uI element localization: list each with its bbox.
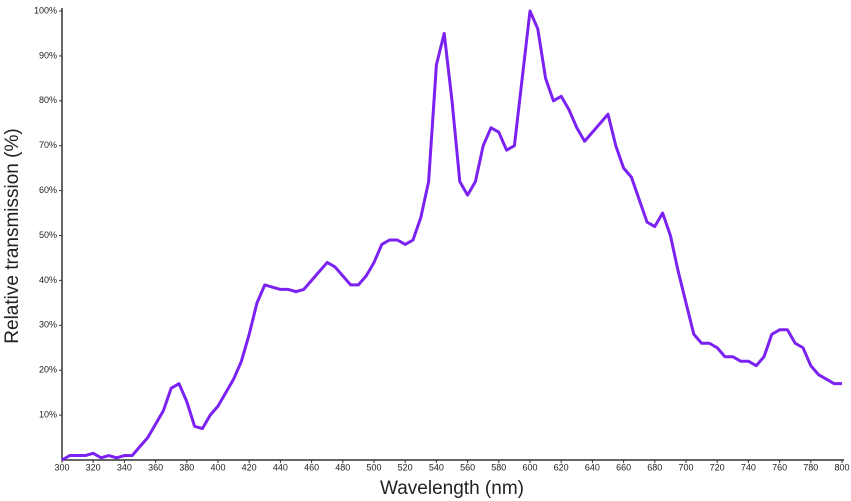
x-tick-label: 300 (54, 462, 69, 472)
x-tick-label: 660 (616, 462, 631, 472)
x-tick-label: 720 (710, 462, 725, 472)
x-tick-label: 460 (304, 462, 319, 472)
x-tick-label: 600 (522, 462, 537, 472)
x-tick-label: 680 (647, 462, 662, 472)
x-tick-label: 480 (335, 462, 350, 472)
y-tick-label: 70% (39, 140, 57, 150)
x-tick-label: 440 (273, 462, 288, 472)
x-axis-title: Wavelength (nm) (380, 478, 524, 499)
x-tick-label: 320 (86, 462, 101, 472)
x-tick-label: 520 (398, 462, 413, 472)
x-tick-label: 400 (210, 462, 225, 472)
x-tick-label: 780 (803, 462, 818, 472)
y-tick-label: 20% (39, 365, 57, 375)
x-tick-label: 580 (491, 462, 506, 472)
y-tick-label: 100% (34, 5, 57, 15)
y-axis-title: Relative transmission (%) (2, 128, 23, 343)
y-tick-label: 10% (39, 409, 57, 419)
y-tick-label: 30% (39, 320, 57, 330)
x-tick-label: 560 (460, 462, 475, 472)
y-tick-label: 50% (39, 230, 57, 240)
line (61, 9, 842, 462)
x-tick-label: 760 (772, 462, 787, 472)
x-tick-label: 540 (429, 462, 444, 472)
y-tick-label: 40% (39, 275, 57, 285)
x-tick-label: 380 (179, 462, 194, 472)
x-tick-label: 500 (366, 462, 381, 472)
x-tick-label: 800 (834, 462, 849, 472)
y-tick-label: 90% (39, 50, 57, 60)
x-tick-label: 700 (678, 462, 693, 472)
y-tick-label: 80% (39, 95, 57, 105)
x-tick-label: 620 (554, 462, 569, 472)
y-tick-label: 60% (39, 185, 57, 195)
x-tick-label: 360 (148, 462, 163, 472)
x-tick-label: 420 (242, 462, 257, 472)
x-tick-label: 340 (117, 462, 132, 472)
x-tick-label: 640 (585, 462, 600, 472)
x-tick-label: 740 (741, 462, 756, 472)
